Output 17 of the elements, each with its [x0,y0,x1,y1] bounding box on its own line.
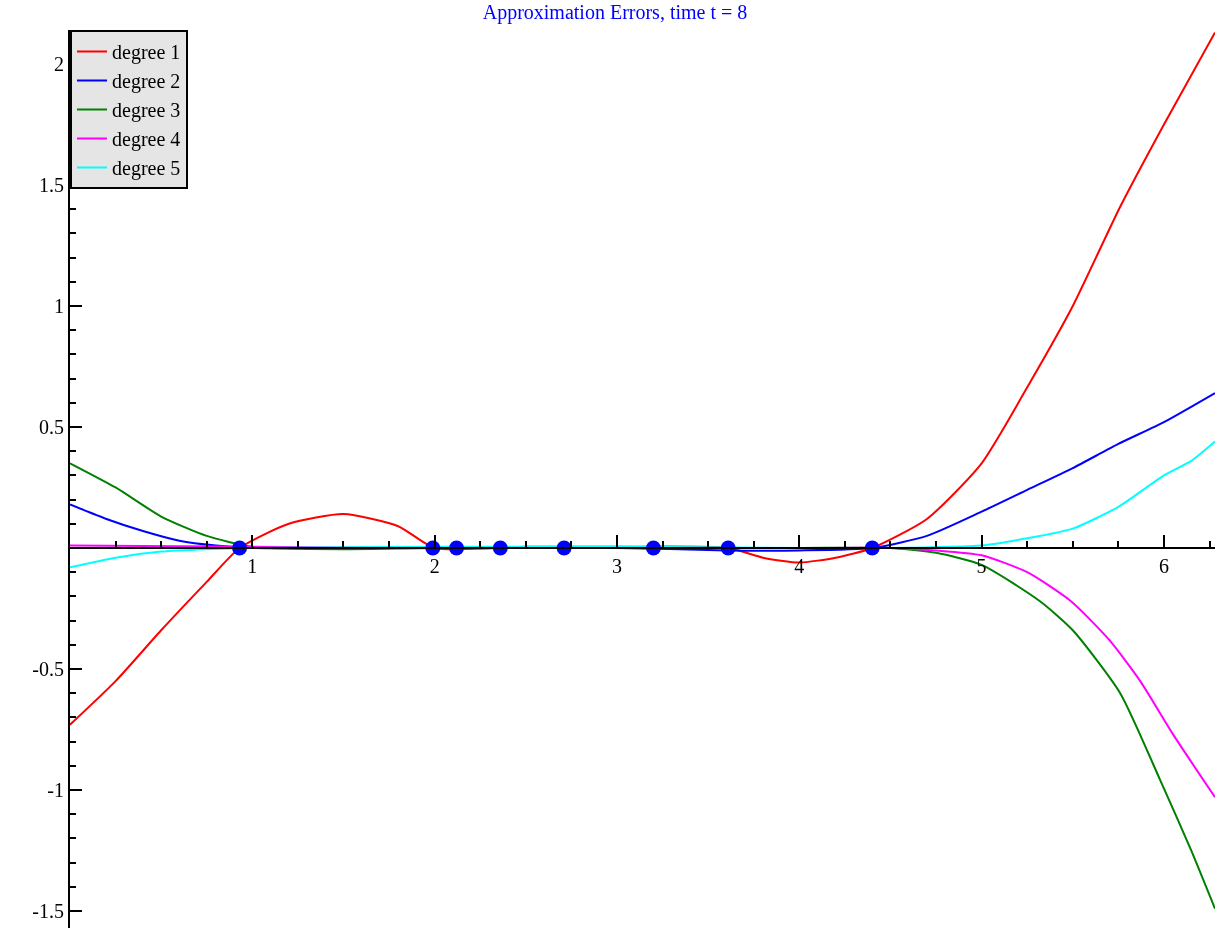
legend-label: degree 3 [112,99,181,123]
y-tick-label: 0.5 [39,415,64,438]
legend-label: degree 2 [112,70,181,94]
chart-title: Approximation Errors, time t = 8 [482,0,748,24]
legend-label: degree 4 [112,128,181,152]
y-tick-label: -0.5 [32,658,64,681]
x-tick-label: 3 [611,554,622,577]
y-tick-label: -1.5 [32,900,64,923]
y-tick-label: 1 [54,294,64,317]
y-tick-label: 1.5 [39,173,64,196]
x-tick-label: 6 [1158,554,1169,577]
legend-label: degree 5 [112,157,181,181]
legend-label: degree 1 [112,41,181,65]
x-tick-label: 2 [429,554,440,577]
x-tick-label: 1 [247,554,258,577]
y-tick-label: 2 [54,52,64,75]
y-tick-label: -1 [47,779,64,802]
